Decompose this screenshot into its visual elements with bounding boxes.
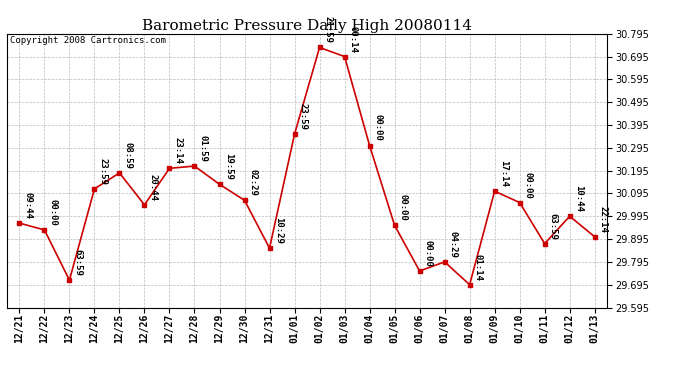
Text: 08:59: 08:59 <box>124 142 132 169</box>
Text: 22:14: 22:14 <box>599 206 608 232</box>
Text: 21:59: 21:59 <box>324 16 333 43</box>
Text: 10:44: 10:44 <box>574 185 583 212</box>
Title: Barometric Pressure Daily High 20080114: Barometric Pressure Daily High 20080114 <box>142 19 472 33</box>
Text: 10:29: 10:29 <box>274 217 283 244</box>
Text: 00:00: 00:00 <box>399 194 408 221</box>
Text: 00:00: 00:00 <box>48 199 57 226</box>
Text: 01:14: 01:14 <box>474 254 483 280</box>
Text: 02:29: 02:29 <box>248 169 257 196</box>
Text: 00:14: 00:14 <box>348 26 357 53</box>
Text: 19:59: 19:59 <box>224 153 233 180</box>
Text: 23:59: 23:59 <box>299 103 308 130</box>
Text: 63:59: 63:59 <box>74 249 83 276</box>
Text: 04:29: 04:29 <box>448 231 457 258</box>
Text: 00:00: 00:00 <box>424 240 433 267</box>
Text: 00:00: 00:00 <box>374 114 383 141</box>
Text: 20:44: 20:44 <box>148 174 157 201</box>
Text: 63:59: 63:59 <box>549 213 558 240</box>
Text: 00:00: 00:00 <box>524 171 533 198</box>
Text: Copyright 2008 Cartronics.com: Copyright 2008 Cartronics.com <box>10 36 166 45</box>
Text: 23:14: 23:14 <box>174 137 183 164</box>
Text: 01:59: 01:59 <box>199 135 208 162</box>
Text: 23:59: 23:59 <box>99 158 108 185</box>
Text: 09:44: 09:44 <box>23 192 32 219</box>
Text: 17:14: 17:14 <box>499 160 508 187</box>
